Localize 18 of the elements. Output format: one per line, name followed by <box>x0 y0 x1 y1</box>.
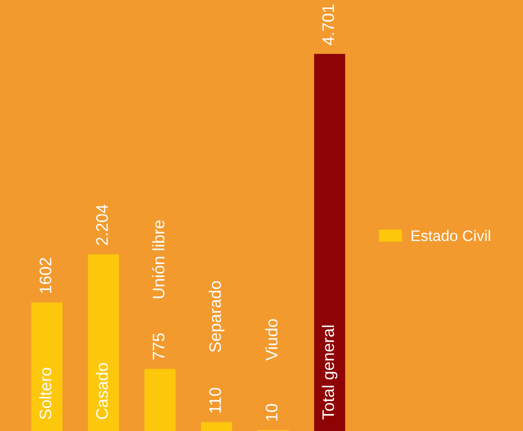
x-tick-label: Unión libre <box>152 220 164 298</box>
data-label: 4.701 <box>322 4 334 46</box>
bar <box>201 422 232 431</box>
x-tick-label: Soltero <box>39 368 52 420</box>
data-label: 775 <box>152 333 164 360</box>
legend-label: Estado Civil <box>412 230 490 242</box>
bar <box>31 302 62 431</box>
x-tick-label: Casado <box>96 363 108 420</box>
x-tick-label: Total general <box>322 326 338 420</box>
bar <box>88 254 120 431</box>
bar <box>144 368 176 431</box>
x-tick-label: Viudo <box>265 319 278 361</box>
data-label: 10 <box>266 404 278 421</box>
data-label: 110 <box>209 388 222 413</box>
data-label: 2.204 <box>96 204 108 246</box>
x-tick-label: Separado <box>208 281 224 352</box>
data-label: 1602 <box>40 258 52 293</box>
bar <box>314 54 346 431</box>
